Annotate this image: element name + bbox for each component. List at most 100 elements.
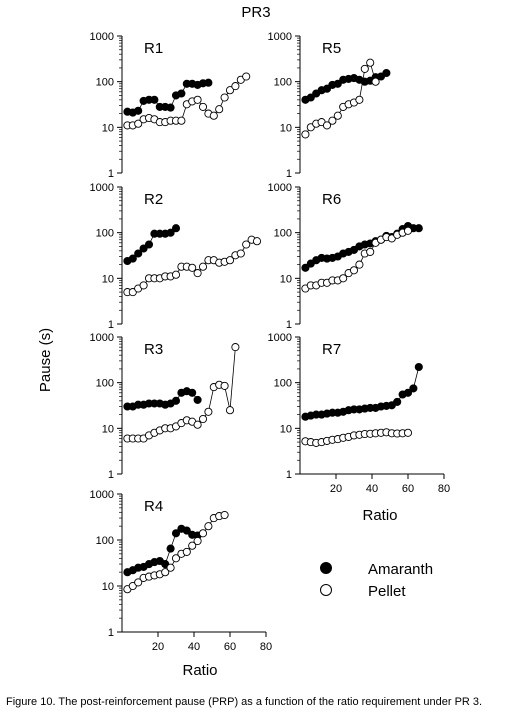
- data-point-pellet: [360, 64, 369, 73]
- x-tick-label: 80: [260, 641, 272, 653]
- data-point-pellet: [355, 260, 364, 269]
- x-tick-label: 20: [152, 641, 164, 653]
- data-point-pellet: [339, 274, 348, 283]
- data-point-pellet: [193, 420, 202, 429]
- panel-r6: 1 10 100 1000 R6: [268, 182, 423, 331]
- legend-label-pellet: Pellet: [368, 583, 406, 600]
- panel-title: R5: [322, 40, 341, 57]
- y-tick-label: 1: [286, 469, 292, 481]
- x-tick-label: 60: [402, 483, 414, 495]
- data-point-amaranth: [128, 254, 137, 263]
- data-point-pellet: [220, 510, 229, 520]
- data-point-amaranth: [414, 362, 423, 372]
- data-point-amaranth: [150, 95, 159, 104]
- panels: 1101001000R11101001000R51101001000R21101…: [90, 31, 451, 653]
- data-point-pellet: [328, 116, 337, 125]
- data-point-pellet: [231, 343, 240, 352]
- data-point-amaranth: [188, 388, 197, 397]
- data-point-amaranth: [333, 79, 342, 88]
- y-tick-label: 1: [108, 319, 114, 331]
- panel-title: R4: [144, 498, 163, 515]
- y-tick-label: 100: [96, 77, 114, 89]
- y-tick-label: 10: [280, 122, 292, 134]
- x-axis-label-right: Ratio: [362, 507, 397, 524]
- data-point-pellet: [371, 77, 380, 86]
- data-point-amaranth: [177, 89, 186, 98]
- y-tick-label: 1: [286, 168, 292, 180]
- data-point-pellet: [177, 116, 186, 125]
- data-point-pellet: [193, 536, 202, 546]
- data-point-pellet: [193, 269, 202, 278]
- data-point-pellet: [193, 95, 202, 104]
- data-point-pellet: [366, 58, 375, 67]
- x-tick-label: 40: [188, 641, 200, 653]
- data-point-amaranth: [382, 68, 391, 78]
- y-tick-label: 100: [96, 535, 114, 547]
- y-tick-label: 1000: [268, 31, 292, 43]
- data-point-amaranth: [409, 384, 418, 393]
- y-tick-label: 100: [274, 228, 292, 240]
- data-point-pellet: [166, 563, 175, 572]
- panel-r5: 1 10 100 1000 R5: [268, 31, 391, 180]
- legend-marker-amaranth: [320, 562, 332, 574]
- data-point-amaranth: [171, 224, 181, 233]
- data-point-amaranth: [134, 106, 143, 115]
- data-point-pellet: [204, 522, 213, 531]
- data-point-pellet: [322, 121, 332, 130]
- y-tick-label: 1000: [90, 332, 114, 344]
- data-point-amaranth: [393, 397, 402, 406]
- y-tick-label: 1000: [268, 332, 292, 344]
- data-point-amaranth: [182, 526, 191, 535]
- y-tick-label: 10: [280, 273, 292, 285]
- figure-title: PR3: [241, 4, 270, 21]
- panel-r2: 1 10 100 1000 R2: [90, 182, 262, 331]
- data-point-pellet: [403, 428, 413, 437]
- data-point-amaranth: [134, 249, 143, 258]
- data-point-amaranth: [144, 240, 154, 249]
- data-point-pellet: [403, 226, 413, 235]
- y-tick-label: 1000: [90, 31, 114, 43]
- y-tick-label: 1000: [268, 182, 292, 194]
- y-tick-label: 100: [274, 378, 292, 390]
- y-axis-label: Pause (s): [37, 328, 54, 392]
- data-point-pellet: [220, 381, 229, 390]
- data-point-pellet: [134, 119, 143, 128]
- legend-marker-pellet: [320, 584, 332, 596]
- y-tick-label: 1000: [90, 182, 114, 194]
- y-tick-label: 10: [102, 423, 114, 435]
- data-point-amaranth: [166, 103, 175, 112]
- data-point-pellet: [225, 256, 235, 265]
- data-point-pellet: [242, 72, 251, 81]
- data-point-pellet: [333, 111, 342, 120]
- data-point-amaranth: [171, 529, 181, 538]
- data-point-amaranth: [166, 544, 175, 553]
- data-point-pellet: [366, 247, 375, 256]
- x-tick-label: 80: [438, 483, 450, 495]
- data-point-pellet: [215, 105, 224, 114]
- y-tick-label: 100: [274, 77, 292, 89]
- y-tick-label: 1: [108, 168, 114, 180]
- data-point-pellet: [252, 237, 262, 246]
- y-tick-label: 10: [102, 273, 114, 285]
- data-point-pellet: [209, 111, 218, 120]
- y-tick-label: 10: [102, 581, 114, 593]
- data-point-pellet: [188, 541, 197, 550]
- y-tick-label: 10: [102, 122, 114, 134]
- panel-title: R7: [322, 341, 341, 358]
- data-point-pellet: [231, 82, 240, 91]
- legend: Amaranth Pellet: [320, 561, 433, 600]
- data-point-pellet: [198, 262, 208, 271]
- data-point-amaranth: [166, 228, 175, 237]
- panel-r4: 1 10 100 1000 20 40 60 80 R4: [90, 489, 273, 653]
- data-point-pellet: [182, 547, 191, 556]
- y-tick-label: 1: [108, 627, 114, 639]
- data-point-amaranth: [193, 395, 202, 404]
- figure-caption: Figure 10. The post-reinforcement pause …: [6, 696, 483, 708]
- panel-title: R3: [144, 341, 163, 358]
- y-tick-label: 100: [96, 378, 114, 390]
- data-point-amaranth: [306, 93, 315, 102]
- data-point-amaranth: [403, 388, 413, 397]
- data-point-amaranth: [322, 84, 332, 93]
- y-tick-label: 1000: [90, 489, 114, 501]
